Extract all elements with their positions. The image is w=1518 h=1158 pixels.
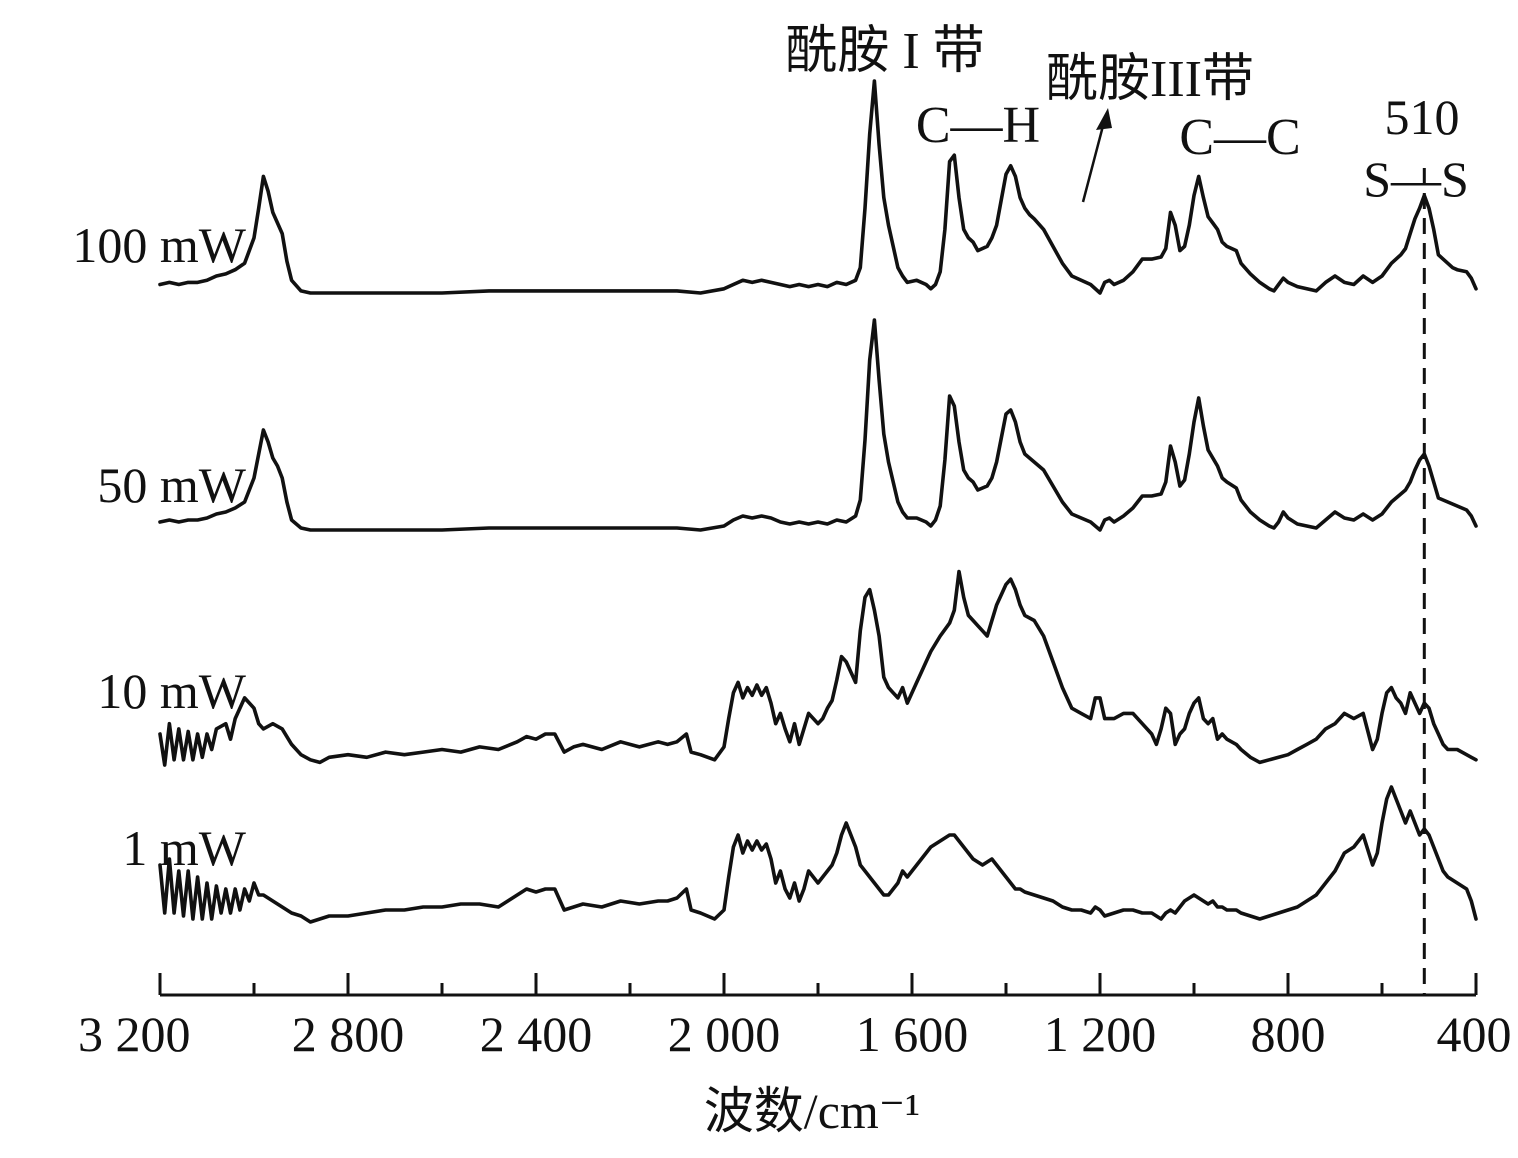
x-tick-label: 800 [1251, 1006, 1326, 1062]
series-label-3: 1 mW [122, 820, 246, 876]
x-tick-label: 2 000 [668, 1006, 781, 1062]
annotation-arrow-head [1096, 108, 1112, 130]
x-tick-label: 2 800 [292, 1006, 405, 1062]
series-labels: 100 mW 50 mW 10 mW 1 mW [72, 217, 246, 876]
series-label-2: 10 mW [97, 663, 246, 719]
spectra-traces [158, 79, 1478, 924]
series-trace-2 [158, 569, 1478, 767]
series-trace-0 [158, 79, 1478, 295]
annotation-ss: S—S [1363, 151, 1469, 207]
series-label-1: 50 mW [97, 457, 246, 513]
x-tick-label: 3 200 [78, 1006, 191, 1062]
x-tick-labels: 3 200 2 800 2 400 2 000 1 600 1 200 800 400 [78, 1006, 1512, 1062]
x-axis-label: 波数/cm⁻¹ [704, 1083, 920, 1139]
annotation-cc: C—C [1179, 109, 1300, 166]
annotation-ch: C—H [916, 97, 1040, 154]
annotation-n510: 510 [1385, 89, 1460, 145]
annotation-amide1: 酰胺 I 带 [785, 23, 984, 80]
series-label-0: 100 mW [72, 217, 246, 273]
series-trace-1 [158, 318, 1478, 532]
series-trace-3 [158, 785, 1478, 924]
x-tick-label: 1 200 [1044, 1006, 1157, 1062]
x-tick-label: 2 400 [480, 1006, 593, 1062]
annotation-amide3: 酰胺III带 [1046, 51, 1254, 108]
annotation-arrow-line [1081, 121, 1106, 203]
x-tick-label: 1 600 [856, 1006, 969, 1062]
x-tick-marks [158, 973, 1478, 995]
x-tick-label: 400 [1437, 1006, 1512, 1062]
